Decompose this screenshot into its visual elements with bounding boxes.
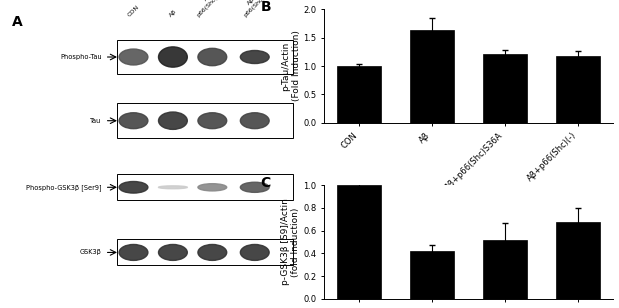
Text: Aβ: Aβ: [168, 9, 178, 18]
Ellipse shape: [119, 181, 148, 193]
Ellipse shape: [240, 245, 269, 260]
Text: GSK3β: GSK3β: [80, 249, 102, 255]
Ellipse shape: [158, 186, 188, 189]
Bar: [117, 40, 293, 74]
Ellipse shape: [119, 113, 148, 129]
Ellipse shape: [198, 245, 227, 260]
Text: Phospho-Tau: Phospho-Tau: [60, 54, 102, 60]
Bar: [410, 251, 454, 299]
Text: Aβ+
p66(Shc)(-): Aβ+ p66(Shc)(-): [238, 0, 271, 18]
Text: CON: CON: [127, 4, 141, 18]
Bar: [556, 221, 600, 299]
Y-axis label: p-Tau/Actin
(Fold Induction): p-Tau/Actin (Fold Induction): [281, 30, 301, 101]
Ellipse shape: [198, 48, 227, 66]
Bar: [483, 240, 527, 299]
Ellipse shape: [240, 51, 269, 63]
Y-axis label: p-GSK3β [S9]/Actin
(fold Induction): p-GSK3β [S9]/Actin (fold Induction): [281, 199, 300, 286]
Text: C: C: [261, 176, 271, 190]
Bar: [337, 66, 381, 123]
Ellipse shape: [158, 47, 188, 67]
Ellipse shape: [119, 49, 148, 65]
Ellipse shape: [240, 182, 269, 192]
Bar: [483, 54, 527, 123]
Text: B: B: [261, 0, 271, 14]
Text: Aβ+
p66(Shc)S536A: Aβ+ p66(Shc)S536A: [192, 0, 233, 18]
Bar: [337, 185, 381, 299]
Text: Phospho-GSK3β [Ser9]: Phospho-GSK3β [Ser9]: [26, 184, 102, 191]
Ellipse shape: [158, 112, 188, 129]
Ellipse shape: [198, 184, 227, 191]
Ellipse shape: [240, 113, 269, 129]
Bar: [117, 239, 293, 265]
Ellipse shape: [119, 245, 148, 260]
Ellipse shape: [158, 245, 188, 260]
Bar: [410, 30, 454, 123]
Bar: [556, 56, 600, 123]
Text: A: A: [12, 15, 23, 29]
Ellipse shape: [198, 113, 227, 129]
Bar: [117, 103, 293, 138]
Text: Tau: Tau: [90, 118, 102, 124]
Bar: [117, 174, 293, 200]
